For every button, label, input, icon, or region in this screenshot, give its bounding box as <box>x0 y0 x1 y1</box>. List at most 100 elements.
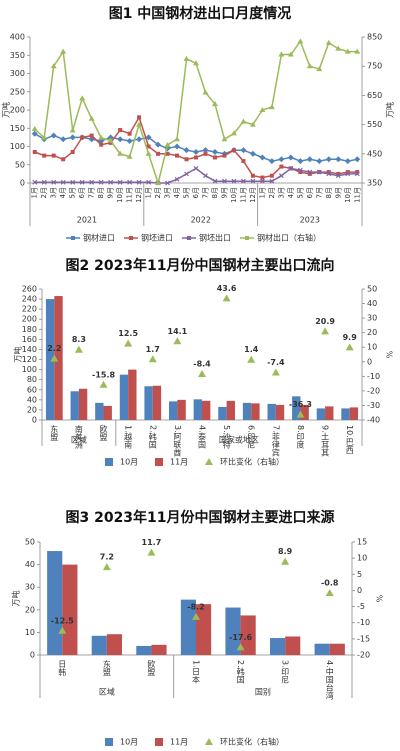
legend-label: 环比变化（右轴） <box>220 737 284 747</box>
group-label: 区域 <box>99 687 115 697</box>
point <box>89 179 95 185</box>
bar <box>325 406 334 420</box>
y-tick-label: 0 <box>32 416 37 425</box>
data-label: 7.2 <box>100 553 114 562</box>
y2-tick-label: 850 <box>367 33 382 42</box>
point <box>50 63 57 69</box>
y-tick-label: 100 <box>10 142 25 151</box>
change-marker <box>74 345 83 353</box>
point <box>278 51 285 57</box>
point <box>165 151 170 156</box>
point <box>249 121 256 127</box>
point <box>127 179 133 185</box>
point <box>79 179 85 185</box>
bar <box>341 408 350 420</box>
change-marker <box>50 354 59 362</box>
point <box>126 138 133 145</box>
bar <box>78 388 88 420</box>
y2-tick-label: 5 <box>357 570 362 579</box>
point <box>41 179 47 185</box>
x-tick-label: 9.土耳其 <box>321 425 330 458</box>
x-tick-label: 4.中国台湾 <box>325 660 334 701</box>
point <box>211 101 218 107</box>
bar <box>177 399 186 420</box>
x-tick-label: 9月 <box>107 187 115 198</box>
point <box>193 165 199 171</box>
point <box>316 66 323 72</box>
point <box>183 147 190 154</box>
x-tick-label: 3.印尼 <box>281 660 290 685</box>
change-marker <box>124 339 133 347</box>
point <box>184 157 189 162</box>
point <box>60 48 67 54</box>
data-label: 11.7 <box>142 538 162 547</box>
bar <box>285 636 301 655</box>
change-marker <box>198 370 206 378</box>
data-label: 20.9 <box>315 317 335 326</box>
chart-title: 图3 2023年11月份中国钢材主要进口来源 <box>65 509 334 526</box>
bar <box>202 400 211 420</box>
group-label: 国家或地区 <box>219 435 259 445</box>
x-tick-label: 3月 <box>50 187 58 198</box>
y2-tick-label: 40 <box>367 299 377 308</box>
point <box>259 178 265 184</box>
y-tick-label: 10 <box>25 628 35 637</box>
data-label: -0.8 <box>321 579 339 588</box>
data-label: -8.4 <box>193 360 211 369</box>
legend-label: 环比变化（右轴） <box>220 457 284 467</box>
x-tick-label: 1月 <box>145 187 153 198</box>
y2-tick-label: -5 <box>357 602 365 611</box>
y-tick-label: 200 <box>22 315 37 324</box>
bar <box>225 607 241 655</box>
bar <box>314 643 330 655</box>
point <box>211 148 218 155</box>
legend-label: 11月 <box>170 738 188 747</box>
point <box>230 130 237 136</box>
point <box>89 133 94 138</box>
y-axis-label: 万吨 <box>13 347 23 363</box>
point <box>146 144 151 149</box>
point <box>316 169 322 175</box>
point <box>335 173 341 179</box>
point <box>184 171 189 177</box>
point <box>297 158 304 165</box>
y2-tick-label: 750 <box>367 62 382 71</box>
point <box>174 143 181 150</box>
x-tick-label: 6月 <box>192 187 200 198</box>
point <box>108 140 113 145</box>
x-tick-label: 6.印尼 <box>247 425 256 450</box>
x-tick-label: 8月 <box>97 187 105 198</box>
bar <box>128 369 137 420</box>
point <box>344 48 351 54</box>
x-tick-label: 5月 <box>296 187 304 198</box>
y2-tick-label: 550 <box>367 120 382 129</box>
point <box>259 107 266 112</box>
bar <box>275 404 285 420</box>
bar <box>292 396 301 420</box>
year-label: 2023 <box>300 216 320 225</box>
point <box>137 115 142 120</box>
point <box>326 170 331 175</box>
point <box>326 171 332 177</box>
y-tick-label: 0 <box>20 179 25 188</box>
change-marker <box>325 589 334 597</box>
y2-tick-label: 0 <box>367 357 372 366</box>
x-tick-label: 4月 <box>287 187 295 198</box>
point <box>268 104 275 110</box>
bar <box>196 604 212 655</box>
legend-swatch <box>71 236 75 240</box>
x-tick-label: 10月 <box>230 187 238 203</box>
point <box>175 153 180 158</box>
bar <box>106 634 123 655</box>
y2-tick-label: -30 <box>367 401 380 410</box>
x-tick-label: 7月 <box>201 187 209 198</box>
y-tick-label: 50 <box>25 538 35 547</box>
y2-axis-label: 万吨 <box>385 102 395 118</box>
bar <box>240 615 256 655</box>
point <box>240 147 247 154</box>
point <box>51 153 56 158</box>
point <box>31 130 38 137</box>
data-label: 9.9 <box>343 333 358 342</box>
data-label: -17.6 <box>229 633 252 642</box>
legend-swatch <box>187 236 191 240</box>
